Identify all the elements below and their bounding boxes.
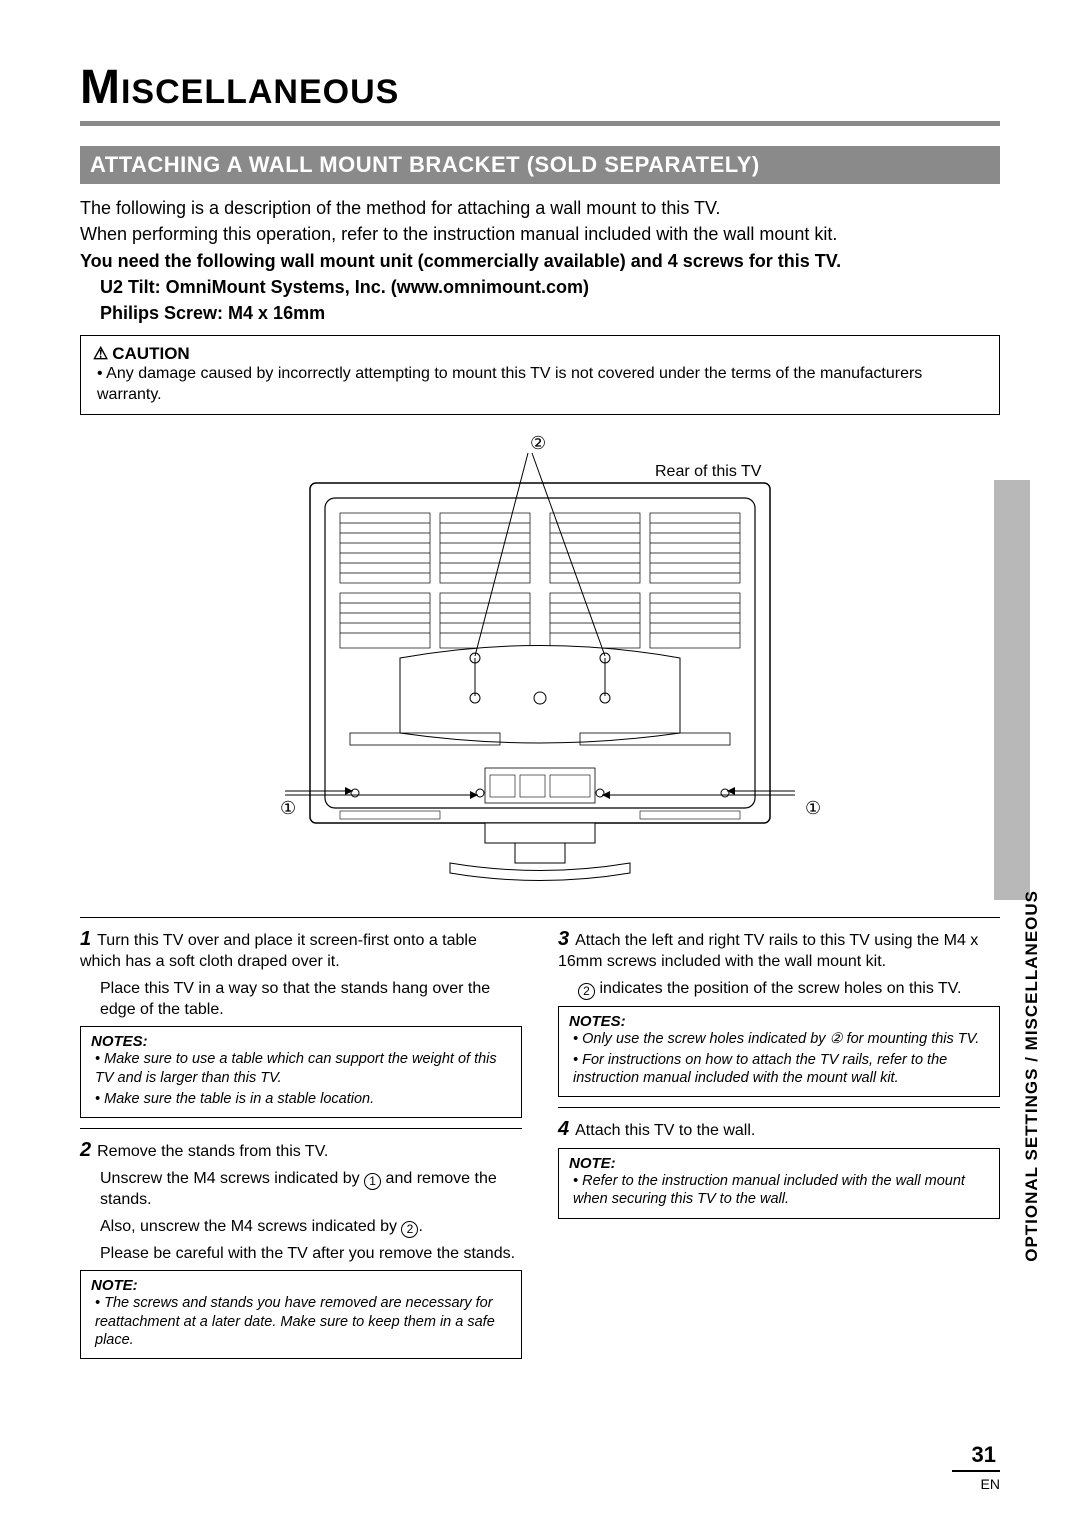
step-3-text-2: 2 indicates the position of the screw ho… [578, 979, 1000, 1000]
intro-line-2: When performing this operation, refer to… [80, 222, 1000, 246]
step-2-text-4: Please be careful with the TV after you … [100, 1244, 522, 1265]
step-3-text-1: Attach the left and right TV rails to th… [558, 932, 978, 970]
step-1-num: 1 [80, 928, 91, 950]
intro-line-3: You need the following wall mount unit (… [80, 249, 1000, 273]
caution-label: CAUTION [112, 344, 189, 363]
step-3-notes: NOTES: Only use the screw holes indicate… [558, 1006, 1000, 1097]
step-2-text-2: Unscrew the M4 screws indicated by 1 and… [100, 1169, 522, 1211]
step-3-num: 3 [558, 928, 569, 950]
step-1-note-1: Make sure to use a table which can suppo… [95, 1050, 511, 1086]
step-2-note-1: The screws and stands you have removed a… [95, 1294, 511, 1348]
callout-1-right: ① [805, 798, 821, 819]
step-2-notes-title: NOTE: [91, 1277, 511, 1294]
tv-rear-diagram: ② Rear of this TV ① ① [80, 433, 1000, 903]
step-4-notes-title: NOTE: [569, 1155, 989, 1172]
page-title: MISCELLANEOUS [80, 60, 1000, 115]
circled-2-icon: 2 [578, 983, 595, 1000]
step-2: 2 Remove the stands from this TV. Unscrew… [80, 1137, 522, 1359]
right-column: 3Attach the left and right TV rails to t… [558, 926, 1000, 1369]
left-column: 1Turn this TV over and place it screen-f… [80, 926, 522, 1369]
step-3-note-2: For instructions on how to attach the TV… [573, 1051, 989, 1087]
step-1-text-1: Turn this TV over and place it screen-fi… [80, 932, 477, 970]
side-tab [994, 480, 1030, 900]
step-4-text-1: Attach this TV to the wall. [575, 1122, 755, 1139]
col-rule-1 [80, 1128, 522, 1129]
step-3-notes-title: NOTES: [569, 1013, 989, 1030]
page-lang: EN [952, 1476, 1000, 1492]
steps-top-rule [80, 917, 1000, 918]
step-4-num: 4 [558, 1118, 569, 1140]
caution-text: • Any damage caused by incorrectly attem… [97, 364, 987, 406]
section-heading: ATTACHING A WALL MOUNT BRACKET (SOLD SEP… [80, 146, 1000, 184]
caution-title: ⚠CAUTION [93, 344, 987, 364]
title-rest: ISCELLANEOUS [121, 73, 399, 111]
page-footer: 31 EN [952, 1442, 1000, 1492]
step-1-note-2: Make sure the table is in a stable locat… [95, 1090, 511, 1108]
callout-2: ② [530, 433, 546, 454]
step-4-note-1: Refer to the instruction manual included… [573, 1172, 989, 1208]
step-3-note-1: Only use the screw holes indicated by ② … [573, 1030, 989, 1048]
title-big-letter: M [80, 61, 121, 114]
circled-2-icon: 2 [401, 1221, 418, 1238]
col-rule-2 [558, 1107, 1000, 1108]
step-1-text-2: Place this TV in a way so that the stand… [100, 979, 522, 1021]
title-rule [80, 121, 1000, 126]
step-2-text-1: Remove the stands from this TV. [97, 1143, 328, 1160]
steps-columns: 1Turn this TV over and place it screen-f… [80, 926, 1000, 1369]
intro-block: The following is a description of the me… [80, 196, 1000, 325]
intro-line-5: Philips Screw: M4 x 16mm [100, 301, 1000, 325]
step-2-notes: NOTE: The screws and stands you have rem… [80, 1270, 522, 1358]
step-3: 3Attach the left and right TV rails to t… [558, 926, 1000, 1097]
step-2-num: 2 [80, 1139, 91, 1161]
circled-1-icon: 1 [364, 1173, 381, 1190]
rear-label: Rear of this TV [655, 463, 761, 481]
step-1-notes-title: NOTES: [91, 1033, 511, 1050]
callout-1-left: ① [280, 798, 296, 819]
page-number: 31 [952, 1442, 1000, 1472]
warning-icon: ⚠ [93, 344, 108, 363]
side-tab-text: OPTIONAL SETTINGS / MISCELLANEOUS [1022, 890, 1042, 1262]
tv-rear-svg [280, 433, 800, 893]
intro-line-1: The following is a description of the me… [80, 196, 1000, 220]
step-2-text-3: Also, unscrew the M4 screws indicated by… [100, 1217, 522, 1238]
caution-box: ⚠CAUTION • Any damage caused by incorrec… [80, 335, 1000, 415]
step-4-notes: NOTE: Refer to the instruction manual in… [558, 1148, 1000, 1218]
intro-line-4: U2 Tilt: OmniMount Systems, Inc. (www.om… [100, 275, 1000, 299]
step-1-notes: NOTES: Make sure to use a table which ca… [80, 1026, 522, 1117]
step-1: 1Turn this TV over and place it screen-f… [80, 926, 522, 1118]
step-4: 4 Attach this TV to the wall. NOTE: Refer… [558, 1116, 1000, 1218]
